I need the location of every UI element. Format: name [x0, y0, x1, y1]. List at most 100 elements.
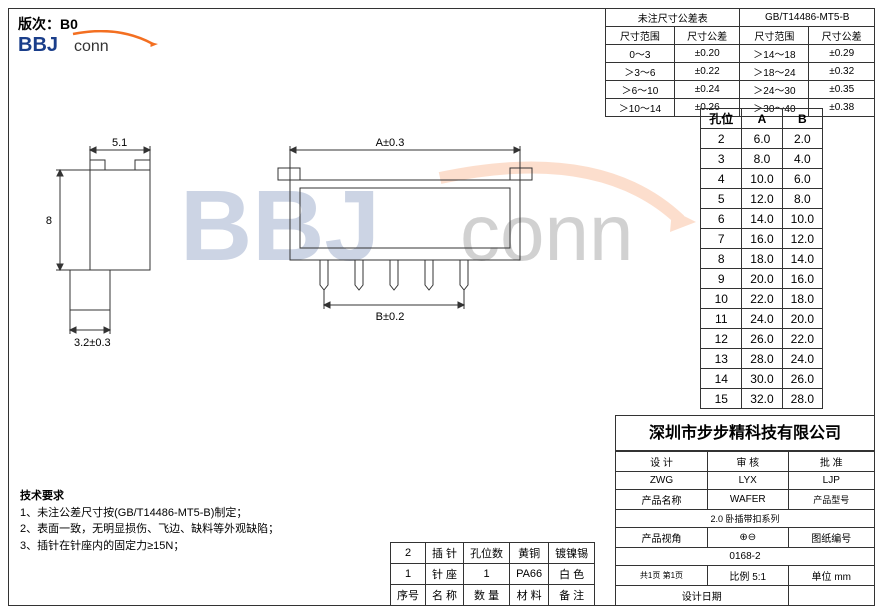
- pin-c: 12: [701, 329, 742, 349]
- bom-h: 数 量: [464, 585, 510, 606]
- pin-c: 14: [701, 369, 742, 389]
- tol-h2: 尺寸范围: [740, 27, 809, 45]
- pin-c: 26.0: [742, 329, 782, 349]
- pin-c: 14.0: [742, 209, 782, 229]
- bom-h: 序号: [391, 585, 426, 606]
- tech-line: 3、插针在针座内的固定力≥15N；: [20, 538, 380, 555]
- pin-c: 10.0: [742, 169, 782, 189]
- pin-c: 12.0: [782, 229, 822, 249]
- info-c: 产品名称: [616, 490, 708, 510]
- info-c: 产品型号: [788, 490, 874, 510]
- sig-v: ZWG: [616, 472, 708, 490]
- info-c: 2.0 卧插带扣系列: [616, 510, 875, 528]
- bom-c: 孔位数: [464, 543, 510, 564]
- bom-h: 材 料: [510, 585, 549, 606]
- pin-c: 6.0: [782, 169, 822, 189]
- sig-h: 批 准: [788, 452, 874, 472]
- info-c: 0168-2: [616, 548, 875, 566]
- info-c: 设计日期: [616, 586, 789, 606]
- bom-h: 名 称: [426, 585, 464, 606]
- info-c: 产品视角: [616, 528, 708, 548]
- pin-c: 32.0: [742, 389, 782, 409]
- tol-std: GB/T14486-MT5-B: [740, 9, 875, 27]
- pin-c: 18.0: [782, 289, 822, 309]
- company-name: 深圳市步步精科技有限公司: [615, 415, 875, 451]
- sig-h: 设 计: [616, 452, 708, 472]
- tol-c: ＞3～6: [606, 63, 675, 81]
- dim-a: A±0.3: [376, 137, 405, 149]
- bom-c: 2: [391, 543, 426, 564]
- pin-c: 22.0: [782, 329, 822, 349]
- pin-c: 15: [701, 389, 742, 409]
- pin-c: 16.0: [742, 229, 782, 249]
- bom-c: 1: [464, 564, 510, 585]
- svg-text:BBJ: BBJ: [18, 34, 58, 56]
- tol-c: ＞14～18: [740, 45, 809, 63]
- tol-h0: 尺寸范围: [606, 27, 675, 45]
- tech-line: 1、未注公差尺寸按(GB/T14486-MT5-B)制定；: [20, 505, 380, 522]
- pin-c: 24.0: [742, 309, 782, 329]
- pin-c: 28.0: [742, 349, 782, 369]
- pin-c: 7: [701, 229, 742, 249]
- pin-c: 4: [701, 169, 742, 189]
- pin-c: 9: [701, 269, 742, 289]
- title-block: 深圳市步步精科技有限公司 设 计 审 核 批 准 ZWG LYX LJP 产品名…: [615, 415, 875, 606]
- tol-h1: 尺寸公差: [674, 27, 740, 45]
- bom-c: 白 色: [549, 564, 595, 585]
- pin-c: 10: [701, 289, 742, 309]
- pin-c: 8.0: [782, 189, 822, 209]
- bom-c: 镀镍锡: [549, 543, 595, 564]
- pin-c: 2: [701, 129, 742, 149]
- dim-5-1: 5.1: [112, 137, 127, 149]
- tol-c: ±0.35: [809, 81, 875, 99]
- info-c: WAFER: [707, 490, 788, 510]
- bom-table: 2插 针孔位数黄铜镀镍锡 1针 座1PA66白 色 序号名 称数 量材 料备 注: [390, 542, 595, 606]
- info-c: mm: [834, 572, 851, 583]
- pin-c: 10.0: [782, 209, 822, 229]
- sig-v: LYX: [707, 472, 788, 490]
- pin-c: 4.0: [782, 149, 822, 169]
- tolerance-table: 未注尺寸公差表 GB/T14486-MT5-B 尺寸范围 尺寸公差 尺寸范围 尺…: [605, 8, 875, 117]
- tol-c: ＞18～24: [740, 63, 809, 81]
- pin-c: 11: [701, 309, 742, 329]
- info-c: 5:1: [752, 572, 766, 583]
- pin-c: 13: [701, 349, 742, 369]
- pin-c: 5: [701, 189, 742, 209]
- tol-h3: 尺寸公差: [809, 27, 875, 45]
- svg-text:conn: conn: [74, 38, 109, 55]
- pin-c: 8.0: [742, 149, 782, 169]
- logo: BBJ conn: [18, 30, 168, 58]
- info-c: 图纸编号: [788, 528, 874, 548]
- bom-c: PA66: [510, 564, 549, 585]
- bom-c: 插 针: [426, 543, 464, 564]
- dim-8: 8: [46, 215, 52, 227]
- sig-h: 审 核: [707, 452, 788, 472]
- pin-c: 18.0: [742, 249, 782, 269]
- technical-requirements: 技术要求 1、未注公差尺寸按(GB/T14486-MT5-B)制定； 2、表面一…: [20, 488, 380, 554]
- pin-table: 孔位AB 26.02.0 38.04.0 410.06.0 512.08.0 6…: [700, 108, 823, 409]
- pin-c: 3: [701, 149, 742, 169]
- pin-c: 26.0: [782, 369, 822, 389]
- tol-c: ±0.24: [674, 81, 740, 99]
- tol-c: ±0.32: [809, 63, 875, 81]
- dim-b: B±0.2: [376, 311, 405, 323]
- pin-c: 16.0: [782, 269, 822, 289]
- pin-c: 8: [701, 249, 742, 269]
- pin-c: 2.0: [782, 129, 822, 149]
- pin-c: 20.0: [782, 309, 822, 329]
- info-c: 比例: [729, 572, 749, 583]
- pin-c: 24.0: [782, 349, 822, 369]
- tol-c: ＞24～30: [740, 81, 809, 99]
- pin-h: 孔位: [701, 109, 742, 129]
- pin-c: 6: [701, 209, 742, 229]
- info-c: 单位: [812, 572, 832, 583]
- engineering-drawing: 5.1 8 3.2±0.3 A±0.3 B±0.2: [30, 100, 590, 380]
- tol-c: ±0.20: [674, 45, 740, 63]
- pin-c: 28.0: [782, 389, 822, 409]
- bom-c: 黄铜: [510, 543, 549, 564]
- bom-c: 针 座: [426, 564, 464, 585]
- pin-h: B: [782, 109, 822, 129]
- pin-c: 14.0: [782, 249, 822, 269]
- sig-v: LJP: [788, 472, 874, 490]
- pin-h: A: [742, 109, 782, 129]
